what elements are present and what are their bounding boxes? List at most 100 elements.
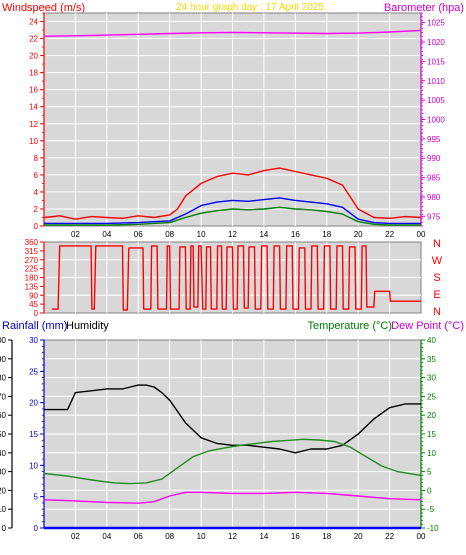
temp-axis-tick-label: 15: [427, 430, 436, 439]
x-tick-label: 22: [385, 230, 394, 239]
wind-axis-tick-label: 4: [34, 188, 39, 197]
wind-series: [43, 29, 422, 226]
temp-grid: [44, 340, 421, 528]
x-tick-label: 00: [417, 532, 426, 541]
x-tick-label: 08: [165, 230, 174, 239]
x-tick-label: 14: [259, 532, 268, 541]
barometer-title: Barometer (hpa): [384, 2, 464, 14]
direction-axis-tick-label: 315: [25, 247, 39, 256]
temp-axis-tick-label: 5: [427, 468, 432, 477]
baro-axis-tick-label: 1005: [427, 96, 445, 105]
direction-series: [51, 245, 421, 311]
x-tick-label: 20: [354, 532, 363, 541]
series-gust: [43, 167, 422, 220]
wind-axis-tick-label: 24: [29, 18, 38, 27]
series-baro: [43, 29, 422, 37]
temp-axis-tick-label: -10: [427, 524, 439, 533]
baro-axis-tick-label: 1015: [427, 57, 445, 66]
rainfall-y-axis: 0 5 10 15 20 25 30: [29, 336, 45, 533]
x-tick-label: 02: [71, 230, 80, 239]
direction-axis-tick-label: 0: [34, 309, 39, 318]
x-tick-label: 08: [165, 532, 174, 541]
humidity-axis-tick-label: 70: [0, 392, 7, 401]
humidity-axis-tick-label: 40: [0, 449, 7, 458]
wind-axis-tick-label: 0: [34, 222, 39, 231]
x-tick-label: 02: [71, 532, 80, 541]
x-tick-label: 16: [291, 230, 300, 239]
rainfall-title: Rainfall (mm): [2, 320, 67, 332]
compass-label-w: W: [432, 255, 443, 267]
x-tick-label: 12: [228, 230, 237, 239]
rain-axis-tick-label: 20: [29, 399, 38, 408]
dewpoint-title: Dew Point (°C): [391, 320, 464, 332]
baro-axis-tick-label: 1025: [427, 19, 445, 28]
wind-axis-tick-label: 14: [29, 103, 38, 112]
x-tick-label: 18: [322, 532, 331, 541]
x-tick-label: 04: [102, 532, 111, 541]
baro-axis-tick-label: 1000: [427, 116, 445, 125]
compass-label-n-top: N: [433, 238, 441, 250]
temp-axis-tick-label: -5: [427, 505, 435, 514]
temp-series: [43, 384, 422, 530]
x-tick-label: 18: [322, 230, 331, 239]
wind-axis-tick-label: 18: [29, 69, 38, 78]
rain-axis-tick-label: 10: [29, 461, 38, 470]
rain-axis-tick-label: 5: [34, 493, 39, 502]
direction-axis-tick-label: 360: [25, 238, 39, 247]
baro-axis-tick-label: 1020: [427, 38, 445, 47]
humidity-axis-tick-label: 50: [0, 430, 7, 439]
humidity-axis-tick-label: 30: [0, 468, 7, 477]
humidity-axis-tick-label: 90: [0, 355, 7, 364]
baro-axis-tick-label: 995: [427, 135, 441, 144]
baro-axis-tick-label: 1010: [427, 77, 445, 86]
baro-axis-tick-label: 990: [427, 154, 441, 163]
humidity-axis-tick-label: 10: [0, 505, 7, 514]
wind-axis-tick-label: 8: [34, 154, 39, 163]
x-tick-label: 06: [134, 230, 143, 239]
x-tick-label: 10: [197, 532, 206, 541]
windspeed-title: Windspeed (m/s): [2, 2, 85, 14]
rain-axis-tick-label: 15: [29, 430, 38, 439]
wind-axis-tick-label: 6: [34, 171, 39, 180]
compass-labels: N W S E N: [432, 238, 443, 318]
x-tick-label: 10: [197, 230, 206, 239]
compass-label-n-bottom: N: [433, 306, 441, 318]
series-temperature: [43, 438, 422, 485]
x-tick-label: 20: [354, 230, 363, 239]
temp-axis-tick-label: 40: [427, 336, 436, 345]
temp-axis-tick-label: 35: [427, 355, 436, 364]
x-tick-label: 12: [228, 532, 237, 541]
rain-axis-tick-label: 25: [29, 367, 38, 376]
direction-axis-tick-label: 270: [25, 256, 39, 265]
wind-x-axis: 02 04 06 08 10 12 14 16 18 20 22 00: [71, 230, 426, 239]
temperature-y-axis: -10 -5 0 5 10 15 20 25 30 35 40: [420, 336, 439, 533]
wind-axis-tick-label: 20: [29, 52, 38, 61]
x-tick-label: 14: [259, 230, 268, 239]
humidity-axis-tick-label: 20: [0, 486, 7, 495]
humidity-y-axis: 0 10 20 30 40 50 60 70 80 90 100: [0, 336, 13, 533]
temp-axis-tick-label: 0: [427, 486, 432, 495]
humidity-axis-tick-label: 0: [2, 524, 7, 533]
baro-axis-tick-label: 985: [427, 174, 441, 183]
series-wind: [44, 197, 421, 225]
direction-axis-tick-label: 180: [25, 274, 39, 283]
rain-axis-tick-label: 0: [34, 524, 39, 533]
x-tick-label: 16: [291, 532, 300, 541]
humidity-axis-tick-label: 60: [0, 411, 7, 420]
wind-axis-tick-label: 16: [29, 86, 38, 95]
x-tick-label: 06: [134, 532, 143, 541]
x-tick-label: 04: [102, 230, 111, 239]
graph-date-title: 24 hour graph day : 17 April 2025: [176, 2, 324, 13]
temp-axis-tick-label: 10: [427, 449, 436, 458]
series-direction: [51, 245, 421, 311]
wind-axis-tick-label: 22: [29, 35, 38, 44]
baro-axis-tick-label: 980: [427, 193, 441, 202]
temperature-title: Temperature (°C): [308, 320, 392, 332]
barometer-y-axis: 975 980 985 990 995 1000 1005 1010 1015 1020 1025: [420, 12, 445, 227]
